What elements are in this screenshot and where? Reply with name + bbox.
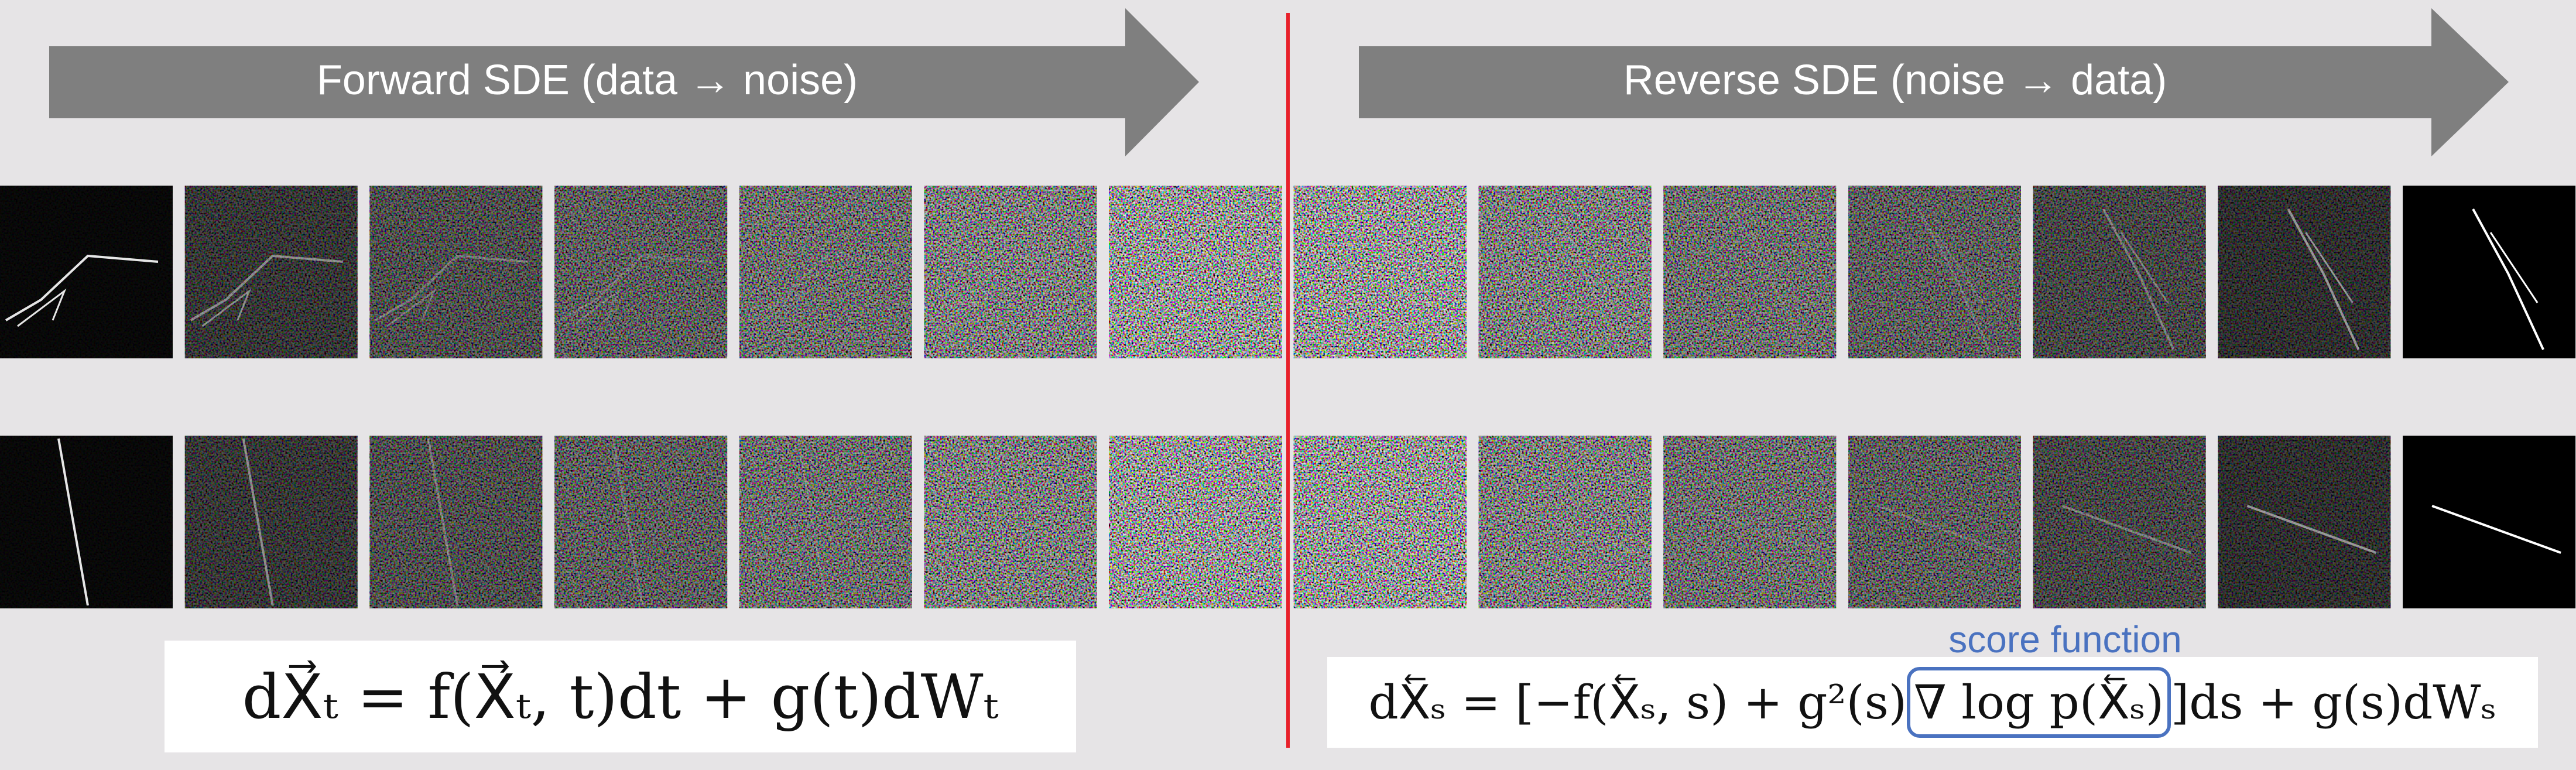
tile-noise bbox=[739, 436, 912, 608]
tile-noise bbox=[1478, 186, 1652, 358]
sample-stroke bbox=[427, 438, 459, 606]
tile-noise bbox=[369, 186, 543, 358]
tile-noise bbox=[2033, 186, 2206, 358]
sample-stroke bbox=[1381, 232, 1430, 303]
sample-stroke bbox=[756, 288, 806, 327]
sample-stroke bbox=[386, 288, 436, 327]
reverse-arrow bbox=[1359, 8, 2509, 156]
sample-stroke bbox=[1877, 505, 2007, 554]
sample-stroke bbox=[1751, 232, 1799, 303]
tile-noise bbox=[924, 186, 1097, 358]
tile bbox=[2403, 186, 2576, 358]
tile-noise bbox=[2218, 436, 2391, 608]
tile-noise bbox=[369, 436, 543, 608]
tile-noise bbox=[0, 186, 173, 358]
sample-stroke bbox=[201, 288, 252, 327]
tile-noise bbox=[184, 186, 358, 358]
forward-equation: dX⃗ₜ = f(X⃗ₜ, t)dt + g(t)dWₜ bbox=[242, 661, 999, 733]
sample-stroke bbox=[1126, 288, 1176, 327]
sample-stroke bbox=[2489, 232, 2539, 303]
sample-stroke bbox=[17, 288, 67, 327]
tile-noise bbox=[2218, 186, 2391, 358]
sample-stroke bbox=[2246, 505, 2377, 554]
sample-stroke bbox=[2287, 208, 2360, 350]
tile-noise bbox=[554, 186, 728, 358]
tile-noise bbox=[1109, 436, 1282, 608]
tile-noise bbox=[739, 186, 912, 358]
tile-noise bbox=[1109, 186, 1282, 358]
tile-noise bbox=[1848, 186, 2021, 358]
tile-noise bbox=[1293, 186, 1467, 358]
reverse-label: Reverse SDE (noise → data) bbox=[1623, 57, 2167, 104]
sample-stroke bbox=[1363, 208, 1436, 350]
sample-stroke bbox=[1507, 505, 1638, 554]
forward-formula: dX⃗ₜ = f(X⃗ₜ, t)dt + g(t)dWₜ bbox=[165, 641, 1076, 752]
sample-stroke bbox=[929, 254, 1083, 321]
tile-noise bbox=[554, 436, 728, 608]
reverse-suffix: ]ds + g(s)dWₛ bbox=[2171, 675, 2497, 730]
reverse-prefix: dX⃖ₛ = [−f(X⃖ₛ, s) + g²(s) bbox=[1368, 675, 1907, 730]
sample-stroke bbox=[1547, 208, 1621, 350]
sample-stroke bbox=[941, 288, 991, 327]
sample-stroke bbox=[2120, 232, 2169, 303]
sample-stroke bbox=[2431, 505, 2561, 554]
sample-stroke bbox=[571, 288, 621, 327]
sample-stroke bbox=[375, 254, 528, 321]
tile-noise bbox=[1848, 436, 2021, 608]
sample-stroke bbox=[5, 254, 159, 321]
tile-noise bbox=[1663, 186, 1837, 358]
sample-stroke bbox=[796, 438, 828, 606]
sample-stroke bbox=[57, 438, 89, 606]
sample-stroke bbox=[1166, 438, 1198, 606]
score-annotation: score function bbox=[1948, 618, 2182, 661]
sample-stroke bbox=[2102, 208, 2175, 350]
sample-stroke bbox=[1732, 208, 1806, 350]
sample-stroke bbox=[612, 438, 644, 606]
tile-noise bbox=[184, 436, 358, 608]
sample-stroke bbox=[560, 254, 713, 321]
tile-noise bbox=[2033, 436, 2206, 608]
forward-arrow bbox=[49, 8, 1199, 156]
tile bbox=[2403, 436, 2576, 608]
tile-noise bbox=[0, 436, 173, 608]
sample-stroke bbox=[744, 254, 898, 321]
sample-stroke bbox=[1114, 254, 1268, 321]
sample-stroke bbox=[1692, 505, 1822, 554]
sample-stroke bbox=[1323, 505, 1453, 554]
tile-noise bbox=[924, 436, 1097, 608]
sample-stroke bbox=[190, 254, 343, 321]
reverse-formula: dX⃖ₛ = [−f(X⃖ₛ, s) + g²(s) ∇ log p(X⃖ₛ)]d… bbox=[1327, 657, 2538, 748]
sample-stroke bbox=[1566, 232, 1614, 303]
tile-noise bbox=[1478, 436, 1652, 608]
score-term: ∇ log p(X⃖ₛ) bbox=[1906, 667, 2171, 738]
sample-stroke bbox=[242, 438, 274, 606]
tile-noise bbox=[1293, 436, 1467, 608]
sample-tiles bbox=[0, 186, 2576, 608]
sample-stroke bbox=[2305, 232, 2354, 303]
sample-stroke bbox=[981, 438, 1013, 606]
sample-stroke bbox=[1917, 208, 1990, 350]
tile-noise bbox=[1663, 436, 1837, 608]
sample-stroke bbox=[2062, 505, 2192, 554]
sample-stroke bbox=[2472, 208, 2544, 350]
sample-stroke bbox=[1935, 232, 1984, 303]
forward-label: Forward SDE (data → noise) bbox=[317, 57, 858, 104]
